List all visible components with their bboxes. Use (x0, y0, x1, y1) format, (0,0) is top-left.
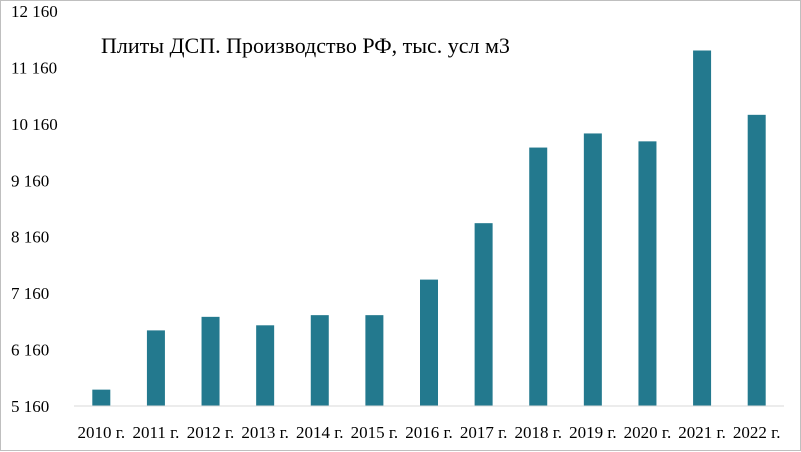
bar (583, 133, 602, 406)
bar (310, 315, 329, 406)
bar (420, 279, 438, 406)
y-tick-label: 11 160 (11, 58, 57, 77)
y-tick-label: 7 160 (11, 284, 49, 303)
bars-group (92, 50, 766, 407)
x-tick-label: 2020 г. (624, 423, 672, 442)
x-tick-label: 2011 г. (132, 423, 179, 442)
bar (146, 330, 165, 406)
y-tick-label: 10 160 (11, 115, 58, 134)
y-tick-label: 5 160 (11, 397, 49, 416)
x-tick-label: 2017 г. (460, 423, 508, 442)
bar (365, 315, 384, 406)
bar (638, 141, 657, 406)
bar (474, 223, 493, 406)
x-tick-label: 2021 г. (678, 423, 726, 442)
x-axis-ticks: 2010 г. 2011 г. 2012 г. 2013 г. 2014 г. 2015 … (78, 423, 781, 442)
y-tick-label: 8 160 (11, 228, 49, 247)
x-tick-label: 2018 г. (514, 423, 562, 442)
bar (201, 316, 220, 406)
x-tick-label: 2015 г. (351, 423, 399, 442)
x-tick-label: 2016 г. (405, 423, 453, 442)
bar (693, 50, 712, 406)
x-tick-label: 2022 г. (733, 423, 781, 442)
y-tick-label: 6 160 (11, 341, 49, 360)
bar (256, 325, 275, 406)
chart-title: Плиты ДСП. Производство РФ, тыс. усл м3 (101, 33, 510, 58)
x-tick-label: 2012 г. (187, 423, 235, 442)
y-tick-label: 9 160 (11, 171, 49, 190)
x-tick-label: 2014 г. (296, 423, 344, 442)
y-tick-label: 12 160 (11, 2, 58, 21)
x-tick-label: 2019 г. (569, 423, 617, 442)
bar (529, 147, 548, 407)
bar (92, 389, 111, 406)
x-tick-label: 2010 г. (78, 423, 126, 442)
x-tick-label: 2013 г. (241, 423, 289, 442)
bar (747, 114, 766, 406)
y-axis-ticks: 5 160 6 160 7 160 8 160 9 160 10 160 11 160 12 … (11, 2, 58, 416)
